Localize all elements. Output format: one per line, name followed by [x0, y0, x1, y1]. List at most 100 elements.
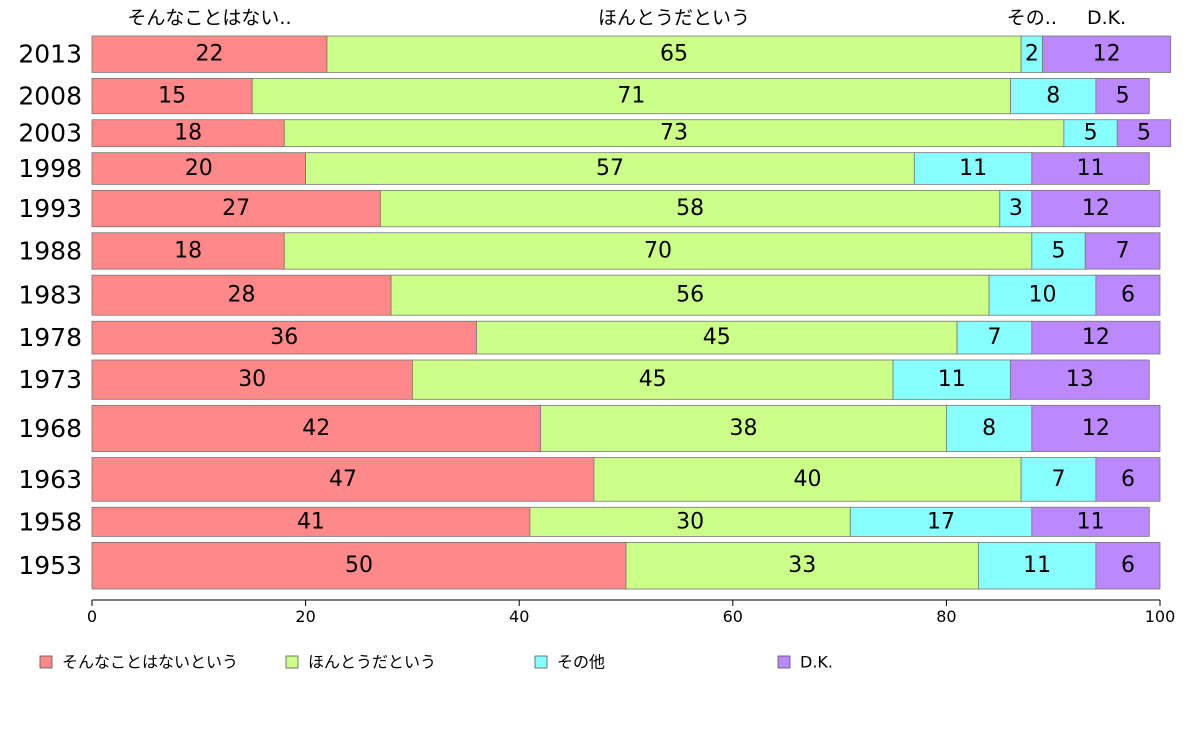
bar-value-label: 30 [676, 509, 704, 534]
year-label: 1958 [18, 507, 82, 536]
bar-value-label: 30 [238, 367, 266, 392]
bar-segment-1 [91, 541, 627, 590]
year-label: 1968 [18, 414, 82, 443]
legend: そんなことはないという ほんとうだという その他 D.K. [39, 653, 833, 672]
bar-segment-3 [978, 541, 1097, 590]
legend-label: そんなことはないという [62, 653, 238, 672]
bar-value-label: 3 [1009, 196, 1023, 221]
bar-value-label: 15 [158, 84, 186, 109]
bar-segment-4 [1084, 232, 1161, 270]
bar-value-label: 40 [794, 467, 822, 492]
bar-value-label: 10 [1029, 283, 1057, 308]
bar-row: 30 45 11 13 [91, 359, 1150, 400]
bar-segment-2 [305, 152, 915, 185]
year-label: 1998 [18, 154, 82, 183]
bar-value-label: 8 [982, 416, 996, 441]
bar-value-label: 18 [174, 238, 202, 263]
bar-segment-3 [913, 152, 1033, 185]
bar-row: 20 57 11 11 [91, 152, 1150, 185]
year-label: 1988 [18, 236, 82, 265]
bar-segment-2 [625, 541, 979, 590]
year-label: 1973 [18, 365, 82, 394]
year-label: 1983 [18, 281, 82, 310]
bar-value-label: 17 [927, 509, 955, 534]
year-label: 1953 [18, 551, 82, 580]
bar-value-label: 12 [1082, 416, 1110, 441]
bar-segment-3 [849, 506, 1033, 537]
bar-segment-4 [1031, 506, 1150, 537]
bar-segment-1 [91, 189, 381, 228]
bar-row: 22 65 2 12 [91, 35, 1172, 73]
bar-value-label: 7 [987, 325, 1001, 350]
bar-value-label: 6 [1121, 553, 1135, 578]
bar-segment-1 [91, 506, 531, 537]
bar-row: 36 45 7 12 [91, 320, 1161, 355]
x-tick-label: 80 [936, 607, 956, 626]
bar-segment-1 [91, 152, 307, 185]
bar-value-label: 56 [676, 283, 704, 308]
bar-segment-2 [476, 320, 958, 355]
bar-row: 18 70 5 7 [91, 232, 1161, 270]
bar-value-label: 12 [1082, 196, 1110, 221]
bar-value-label: 45 [703, 325, 731, 350]
bar-value-label: 71 [617, 84, 645, 109]
x-tick-label: 40 [509, 607, 529, 626]
series-header-label: そんなことはない.. [127, 7, 291, 29]
bar-segment-4 [1116, 119, 1172, 148]
bar-segment-1 [91, 35, 328, 73]
bar-value-label: 22 [195, 42, 223, 67]
bar-value-label: 28 [228, 283, 256, 308]
bar-segment-2 [540, 404, 947, 452]
bar-value-label: 42 [302, 416, 330, 441]
bar-segment-4 [1031, 189, 1161, 228]
bar-value-label: 5 [1052, 238, 1066, 263]
x-tick-label: 0 [87, 607, 97, 626]
bar-segment-1 [91, 119, 285, 148]
bar-value-label: 13 [1066, 367, 1094, 392]
year-label: 2003 [18, 119, 82, 148]
bar-value-label: 12 [1082, 325, 1110, 350]
year-label: 2008 [18, 82, 82, 111]
year-labels: 2013 2008 2003 1998 1993 1988 1983 1978 1973 1968… [18, 40, 82, 580]
x-tick-label: 20 [295, 607, 315, 626]
bar-value-label: 20 [185, 156, 213, 181]
bar-value-label: 2 [1025, 42, 1039, 67]
bar-value-label: 8 [1046, 84, 1060, 109]
legend-swatch [534, 655, 548, 669]
bar-segment-3 [946, 404, 1033, 452]
bar-segment-4 [1031, 152, 1150, 185]
series-header-labels: そんなことはない.. ほんとうだという その.. D.K. [127, 7, 1126, 29]
bar-value-label: 65 [660, 42, 688, 67]
bar-value-label: 18 [174, 121, 202, 146]
legend-swatch [777, 655, 791, 669]
bar-segment-2 [411, 359, 894, 400]
bar-value-label: 50 [345, 553, 373, 578]
bar-segment-2 [283, 232, 1033, 270]
bar-row: 50 33 11 6 [91, 541, 1161, 590]
bar-row: 28 56 10 6 [91, 274, 1161, 316]
bar-value-label: 58 [676, 196, 704, 221]
bar-value-label: 5 [1137, 121, 1151, 146]
bar-segment-3 [1031, 232, 1086, 270]
bar-segment-3 [999, 189, 1033, 228]
bar-value-label: 11 [959, 156, 987, 181]
bar-value-label: 70 [644, 238, 672, 263]
year-label: 1963 [18, 465, 82, 494]
bar-row: 18 73 5 5 [91, 119, 1172, 148]
bar-row: 27 58 3 12 [91, 189, 1161, 228]
bar-segment-4 [1095, 274, 1161, 316]
bar-value-label: 41 [297, 509, 325, 534]
year-label: 1993 [18, 194, 82, 223]
bar-value-label: 27 [222, 196, 250, 221]
bar-segment-3 [1010, 78, 1097, 115]
legend-label: ほんとうだという [308, 653, 436, 672]
bar-value-label: 73 [660, 121, 688, 146]
bar-row: 15 71 8 5 [91, 78, 1150, 115]
bar-segment-1 [91, 404, 541, 452]
legend-item: ほんとうだという [285, 653, 436, 672]
bar-value-label: 47 [329, 467, 357, 492]
x-axis: 0 20 40 60 80 100 [87, 599, 1175, 626]
bar-row: 41 30 17 11 [91, 506, 1150, 537]
